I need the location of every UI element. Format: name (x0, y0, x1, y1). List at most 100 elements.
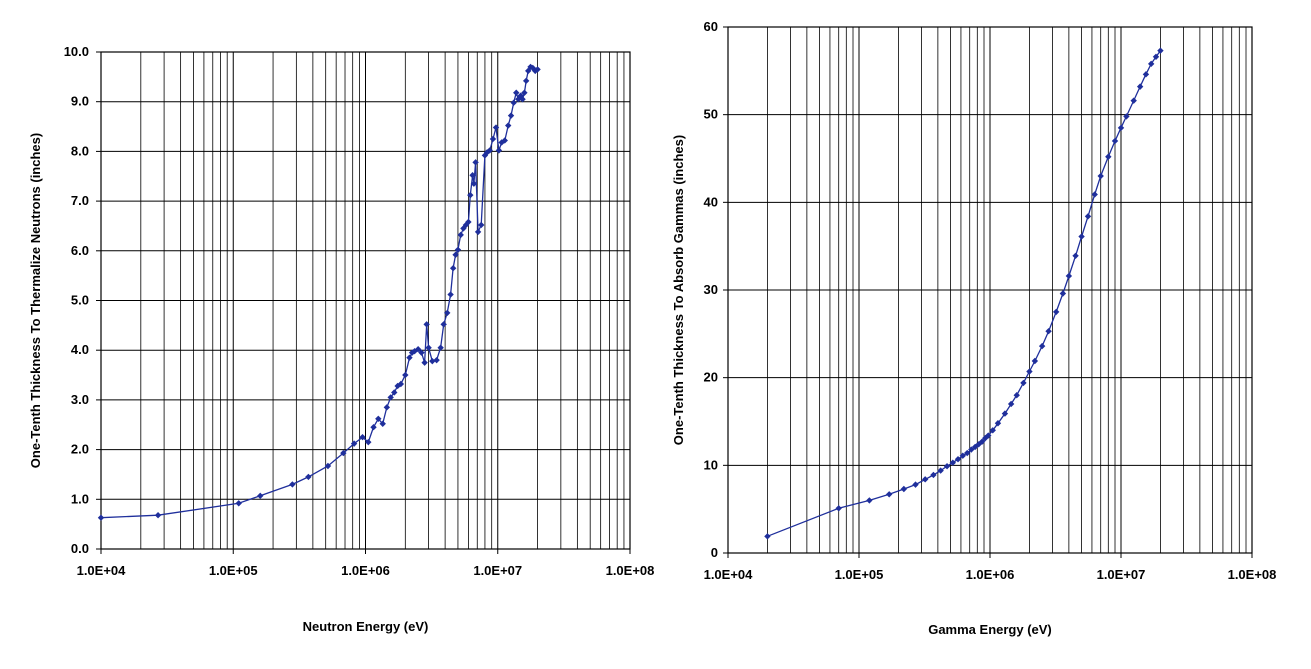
y-tick-label: 2.0 (71, 442, 89, 457)
data-point (429, 357, 436, 365)
data-point (495, 147, 503, 154)
data-point (1117, 124, 1125, 132)
data-point (1031, 357, 1039, 365)
x-tick-label: 1.0E+08 (606, 563, 655, 578)
data-point (1084, 213, 1092, 220)
data-point (529, 64, 536, 72)
data-point (522, 77, 530, 85)
data-point (235, 500, 242, 507)
data-point (379, 420, 386, 427)
data-point (289, 481, 296, 488)
data-point (521, 89, 528, 96)
x-tick-label: 1.0E+06 (341, 563, 390, 578)
data-point (365, 438, 372, 446)
data-point (510, 99, 517, 106)
x-tick-label: 1.0E+05 (835, 567, 884, 582)
data-point (449, 264, 457, 272)
y-tick-label: 50 (704, 107, 718, 122)
series-line (767, 50, 1161, 537)
data-point (421, 359, 428, 366)
data-point (534, 66, 541, 73)
data-point (406, 354, 413, 361)
data-point (397, 380, 405, 388)
data-point (994, 420, 1002, 427)
x-tick-label: 1.0E+05 (209, 563, 258, 578)
neutron-chart: 0.0 1.0 2.0 3.0 4.0 5.0 6.0 7.0 8.0 9.0 10.0 1.0E+0… (28, 44, 654, 634)
data-point (154, 512, 162, 519)
data-point (1147, 60, 1155, 68)
data-point (949, 459, 956, 466)
data-point (478, 221, 485, 229)
data-point (519, 96, 526, 103)
x-tick-label: 1.0E+06 (966, 567, 1015, 582)
y-axis-label: One-Tenth Thickness To Thermalize Neutro… (28, 133, 43, 468)
y-tick-label: 6.0 (71, 243, 89, 258)
data-point (97, 514, 105, 521)
data-point (423, 321, 430, 328)
data-point (978, 438, 986, 445)
grid (101, 51, 630, 550)
data-point (1026, 368, 1033, 375)
data-point (1045, 328, 1052, 335)
data-point (391, 389, 398, 396)
data-point (1123, 113, 1130, 120)
data-point (370, 424, 377, 431)
x-tick-label: 1.0E+07 (473, 563, 522, 578)
data-point (937, 467, 944, 474)
x-tick-label: 1.0E+07 (1097, 567, 1146, 582)
data-point (1020, 379, 1027, 387)
x-tick-label: 1.0E+04 (77, 563, 127, 578)
data-point (1152, 53, 1160, 61)
y-tick-label: 0.0 (71, 541, 89, 556)
data-point (474, 228, 482, 236)
x-tick-label: 1.0E+04 (704, 567, 754, 582)
data-point (383, 404, 391, 411)
data-point (507, 112, 515, 119)
data-point (885, 491, 893, 498)
y-tick-label: 5.0 (71, 293, 89, 308)
y-tick-label: 4.0 (71, 342, 89, 357)
data-point (457, 231, 464, 239)
data-series (97, 63, 541, 521)
data-point (486, 147, 493, 154)
data-point (985, 432, 992, 439)
data-point (257, 492, 264, 500)
y-tick-label: 20 (704, 370, 718, 385)
y-tick-label: 0 (711, 545, 718, 560)
data-point (1130, 97, 1137, 104)
data-point (532, 67, 539, 75)
data-point (472, 159, 479, 166)
data-point (460, 225, 467, 232)
data-point (359, 433, 366, 441)
y-tick-label: 30 (704, 282, 718, 297)
data-point (921, 476, 929, 483)
y-tick-label: 10.0 (64, 44, 89, 59)
data-point (1105, 153, 1112, 160)
data-point (866, 497, 873, 504)
data-point (975, 441, 982, 448)
y-tick-label: 7.0 (71, 193, 89, 208)
data-point (414, 346, 422, 353)
data-point (1157, 47, 1164, 54)
gamma-chart: 0 10 20 30 40 50 60 1.0E+04 1.0E+05 1.0E+06 1.0E+0… (671, 19, 1276, 637)
data-point (513, 89, 520, 96)
data-point (492, 124, 500, 131)
data-point (1136, 83, 1144, 90)
data-point (1052, 308, 1060, 316)
data-point (964, 449, 971, 457)
y-tick-label: 40 (704, 194, 718, 209)
grid (728, 26, 1252, 554)
data-point (989, 427, 996, 434)
data-point (324, 462, 332, 470)
data-point (954, 455, 962, 463)
data-point (1097, 172, 1104, 180)
data-point (425, 344, 432, 351)
data-point (1013, 392, 1020, 399)
data-point (1038, 342, 1046, 350)
data-point (489, 135, 497, 143)
y-tick-label: 3.0 (71, 392, 89, 407)
data-point (440, 321, 447, 328)
data-point (1091, 191, 1098, 198)
y-tick-label: 10 (704, 457, 718, 472)
data-point (525, 67, 532, 75)
